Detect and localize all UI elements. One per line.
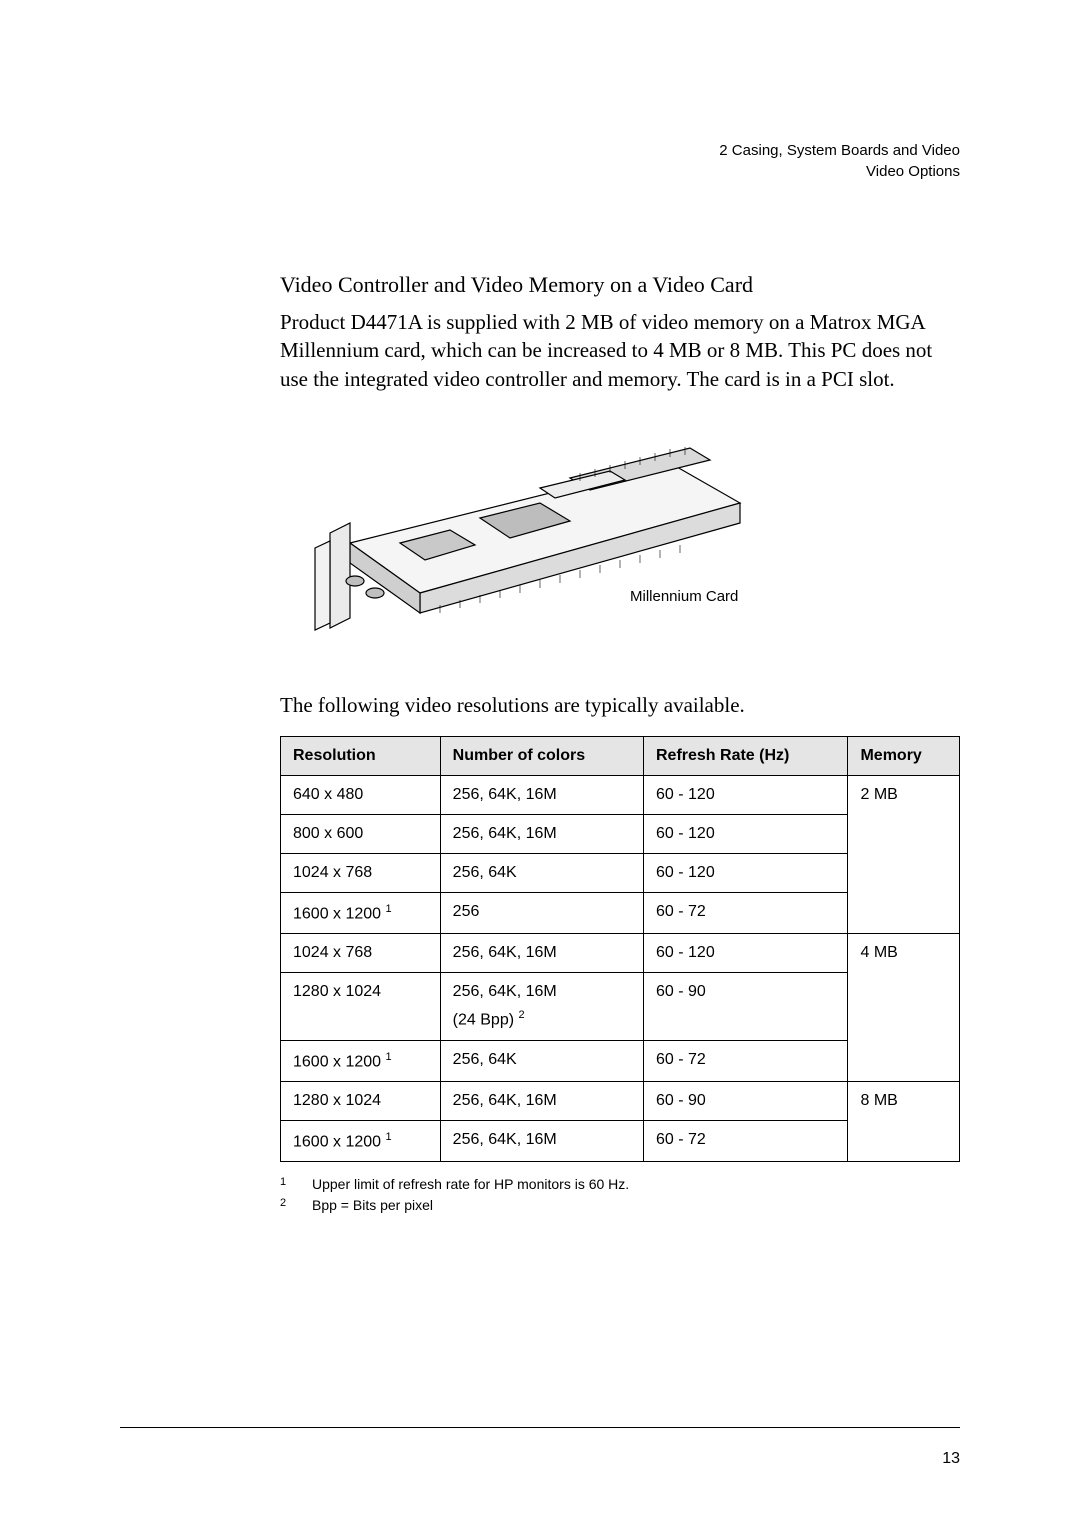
cell-resolution: 1024 x 768 xyxy=(281,854,441,893)
cell-memory: 8 MB xyxy=(848,1082,960,1162)
header-sub: Video Options xyxy=(280,161,960,182)
cell-refresh: 60 - 120 xyxy=(644,854,848,893)
section-title: Video Controller and Video Memory on a V… xyxy=(280,272,960,298)
page: 2 Casing, System Boards and Video Video … xyxy=(0,0,1080,1276)
resolution-table: Resolution Number of colors Refresh Rate… xyxy=(280,736,960,1162)
footnote-num: 1 xyxy=(280,1174,288,1195)
figure-caption: Millennium Card xyxy=(630,588,738,605)
table-row: 1280 x 1024 256, 64K, 16M60 - 908 MB xyxy=(281,1082,960,1121)
cell-resolution: 1600 x 1200 1 xyxy=(281,1040,441,1081)
millennium-card-figure: Millennium Card xyxy=(280,423,780,653)
cell-refresh: 60 - 120 xyxy=(644,776,848,815)
cell-refresh: 60 - 120 xyxy=(644,815,848,854)
table-body: 640 x 480 256, 64K, 16M60 - 1202 MB800 x… xyxy=(281,776,960,1162)
cell-colors: 256, 64K, 16M(24 Bpp) 2 xyxy=(440,973,643,1040)
cell-refresh: 60 - 90 xyxy=(644,973,848,1040)
footer-rule xyxy=(120,1427,960,1428)
cell-colors: 256, 64K, 16M xyxy=(440,776,643,815)
footnotes: 1 Upper limit of refresh rate for HP mon… xyxy=(280,1174,960,1216)
cell-refresh: 60 - 72 xyxy=(644,1040,848,1081)
footnote-1: 1 Upper limit of refresh rate for HP mon… xyxy=(280,1174,960,1195)
cell-refresh: 60 - 72 xyxy=(644,1121,848,1162)
footnote-text: Bpp = Bits per pixel xyxy=(312,1195,433,1216)
cell-resolution: 1600 x 1200 1 xyxy=(281,893,441,934)
cell-resolution: 1600 x 1200 1 xyxy=(281,1121,441,1162)
footnote-num: 2 xyxy=(280,1195,288,1216)
table-row: 640 x 480 256, 64K, 16M60 - 1202 MB xyxy=(281,776,960,815)
footnote-text: Upper limit of refresh rate for HP monit… xyxy=(312,1174,629,1195)
cell-memory: 2 MB xyxy=(848,776,960,934)
page-header: 2 Casing, System Boards and Video Video … xyxy=(280,140,960,182)
cell-refresh: 60 - 72 xyxy=(644,893,848,934)
cell-colors: 256, 64K, 16M xyxy=(440,815,643,854)
cell-resolution: 1024 x 768 xyxy=(281,934,441,973)
video-card-icon xyxy=(280,423,780,653)
cell-colors: 256, 64K xyxy=(440,854,643,893)
header-chapter: 2 Casing, System Boards and Video xyxy=(280,140,960,161)
col-memory: Memory xyxy=(848,737,960,776)
cell-refresh: 60 - 90 xyxy=(644,1082,848,1121)
cell-resolution: 1280 x 1024 xyxy=(281,1082,441,1121)
page-number: 13 xyxy=(942,1450,960,1468)
cell-colors: 256, 64K, 16M xyxy=(440,1121,643,1162)
cell-resolution: 640 x 480 xyxy=(281,776,441,815)
cell-colors: 256, 64K xyxy=(440,1040,643,1081)
table-row: 1024 x 768 256, 64K, 16M60 - 1204 MB xyxy=(281,934,960,973)
cell-colors: 256 xyxy=(440,893,643,934)
cell-memory: 4 MB xyxy=(848,934,960,1082)
cell-refresh: 60 - 120 xyxy=(644,934,848,973)
footnote-2: 2 Bpp = Bits per pixel xyxy=(280,1195,960,1216)
section-body: Product D4471A is supplied with 2 MB of … xyxy=(280,308,960,393)
col-refresh: Refresh Rate (Hz) xyxy=(644,737,848,776)
cell-colors: 256, 64K, 16M xyxy=(440,934,643,973)
col-resolution: Resolution xyxy=(281,737,441,776)
cell-resolution: 1280 x 1024 xyxy=(281,973,441,1040)
col-colors: Number of colors xyxy=(440,737,643,776)
table-lead: The following video resolutions are typi… xyxy=(280,693,960,718)
cell-resolution: 800 x 600 xyxy=(281,815,441,854)
cell-colors: 256, 64K, 16M xyxy=(440,1082,643,1121)
